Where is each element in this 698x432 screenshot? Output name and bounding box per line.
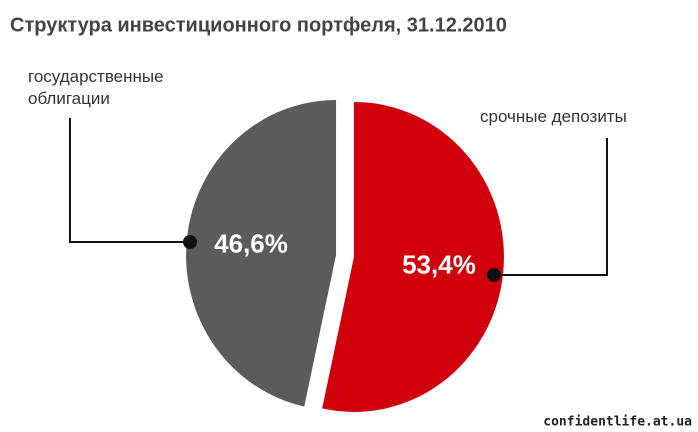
pie-slice <box>186 100 337 407</box>
data-label: 53,4% <box>402 249 476 279</box>
leader-line <box>494 138 608 276</box>
leader-line <box>69 118 190 243</box>
pie-slice <box>322 101 504 412</box>
leader-dot <box>183 235 197 249</box>
data-label: 46,6% <box>214 228 288 258</box>
chart-title: Структура инвестиционного портфеля, 31.1… <box>10 14 507 36</box>
legend-label: государственные облигации <box>28 67 164 108</box>
watermark: confidentlife.at.ua <box>543 415 692 430</box>
legend-label: срочные депозиты <box>480 107 627 126</box>
leader-dot <box>487 268 501 282</box>
